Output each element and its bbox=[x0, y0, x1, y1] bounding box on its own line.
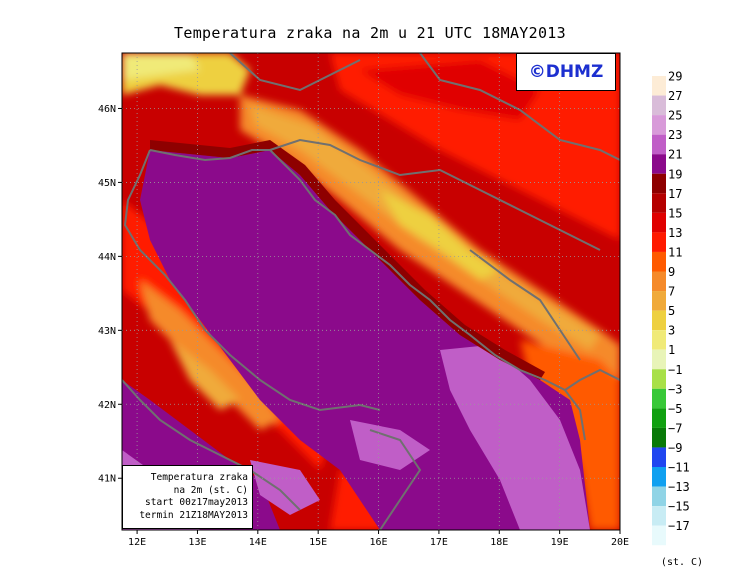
longitude-ticks: 12E 13E 14E 15E 16E 17E 18E 19E 20E bbox=[128, 530, 629, 548]
legend-swatch bbox=[652, 330, 666, 350]
legend-swatch bbox=[652, 506, 666, 526]
legend-label: 11 bbox=[668, 245, 682, 259]
italy-east-coast bbox=[123, 149, 381, 412]
legend-swatch bbox=[652, 388, 666, 409]
lon-tick-label: 19E bbox=[551, 537, 569, 548]
legend-swatch bbox=[652, 525, 666, 546]
legend-label: −11 bbox=[668, 461, 690, 475]
legend-swatch bbox=[652, 76, 666, 96]
montenegro-border bbox=[564, 368, 620, 391]
legend-swatch bbox=[652, 291, 666, 311]
legend-swatch bbox=[652, 349, 666, 370]
legend-swatch bbox=[652, 232, 666, 252]
map-grid bbox=[122, 53, 621, 530]
legend-label: 25 bbox=[668, 109, 682, 123]
legend-label: −15 bbox=[668, 500, 690, 514]
east-adriatic-coast bbox=[149, 149, 586, 441]
legend-label: 21 bbox=[668, 148, 682, 162]
legend-swatch bbox=[652, 115, 666, 135]
legend-label: 27 bbox=[668, 89, 682, 103]
legend-label: −17 bbox=[668, 519, 690, 533]
lat-tick-label: 45N bbox=[98, 178, 116, 189]
legend-label: 9 bbox=[668, 265, 675, 279]
legend-label: 23 bbox=[668, 128, 682, 142]
legend-label: 19 bbox=[668, 167, 682, 181]
lat-tick-label: 46N bbox=[98, 104, 116, 115]
legend-swatch bbox=[652, 251, 666, 272]
alps-border bbox=[229, 53, 361, 92]
legend-swatch bbox=[652, 193, 666, 213]
info-line-2: na 2m (st. C) bbox=[173, 484, 248, 496]
legend-label: 29 bbox=[668, 70, 682, 84]
legend-swatch bbox=[652, 212, 666, 233]
legend-swatch bbox=[652, 310, 666, 331]
lat-tick-label: 41N bbox=[98, 474, 116, 485]
legend-label: 15 bbox=[668, 206, 682, 220]
dhmz-watermark: ©DHMZ bbox=[516, 53, 616, 91]
legend-swatch bbox=[652, 447, 666, 467]
legend-label: −7 bbox=[668, 421, 682, 435]
legend-label: −1 bbox=[668, 363, 682, 377]
legend-swatch bbox=[652, 134, 666, 155]
legend-swatch bbox=[652, 427, 666, 448]
legend-label: −3 bbox=[668, 382, 682, 396]
legend-swatch bbox=[652, 408, 666, 428]
legend-swatch bbox=[652, 271, 666, 292]
coastlines-and-borders bbox=[122, 53, 620, 530]
legend-swatch bbox=[652, 467, 666, 487]
legend-swatch bbox=[652, 154, 666, 174]
lat-tick-label: 44N bbox=[98, 252, 116, 263]
lon-tick-label: 12E bbox=[128, 537, 146, 548]
legend-label: 1 bbox=[668, 343, 675, 357]
bosnia-serbia-border bbox=[469, 249, 581, 361]
map-frame bbox=[121, 52, 621, 531]
map-title: Temperatura zraka na 2m u 21 UTC 18MAY20… bbox=[174, 24, 566, 42]
legend-swatch bbox=[652, 369, 666, 389]
gargano-coast bbox=[369, 429, 422, 530]
info-line-4: termin 21Z18MAY2013 bbox=[139, 509, 248, 521]
legend-label: 5 bbox=[668, 304, 675, 318]
legend-swatch bbox=[652, 173, 666, 194]
lon-tick-label: 14E bbox=[249, 537, 267, 548]
lon-tick-label: 16E bbox=[370, 537, 388, 548]
lon-tick-label: 13E bbox=[188, 537, 206, 548]
lat-tick-label: 43N bbox=[98, 326, 116, 337]
lon-tick-label: 18E bbox=[490, 537, 508, 548]
legend-unit: (st. C) bbox=[661, 557, 703, 568]
info-line-1: Temperatura zraka bbox=[150, 472, 248, 483]
lon-tick-label: 20E bbox=[611, 537, 629, 548]
lat-tick-label: 42N bbox=[98, 400, 116, 411]
temperature-field bbox=[122, 53, 620, 530]
legend-swatch bbox=[652, 95, 666, 116]
legend-label: 3 bbox=[668, 324, 675, 338]
legend-label: −5 bbox=[668, 402, 682, 416]
hungary-border bbox=[419, 53, 620, 161]
info-line-3: start 00z17may2013 bbox=[145, 497, 248, 508]
lon-tick-label: 15E bbox=[309, 537, 327, 548]
legend-label: 17 bbox=[668, 187, 682, 201]
legend-label: 13 bbox=[668, 226, 682, 240]
lon-tick-label: 17E bbox=[430, 537, 448, 548]
info-box: Temperatura zraka na 2m (st. C) start 00… bbox=[122, 465, 253, 529]
legend-swatch bbox=[652, 486, 666, 507]
legend-label: −13 bbox=[668, 480, 690, 494]
color-legend: 29 27 25 23 21 19 17 15 13 11 9 7 5 3 1 −1 −3 −5 −7 −9 −11 −1… bbox=[652, 70, 703, 568]
italy-west-coast bbox=[122, 379, 301, 511]
latitude-ticks: 41N 42N 43N 44N 45N 46N bbox=[98, 104, 122, 485]
croatia-bosnia-border bbox=[269, 138, 601, 251]
legend-label: −9 bbox=[668, 441, 682, 455]
legend-label: 7 bbox=[668, 285, 675, 299]
